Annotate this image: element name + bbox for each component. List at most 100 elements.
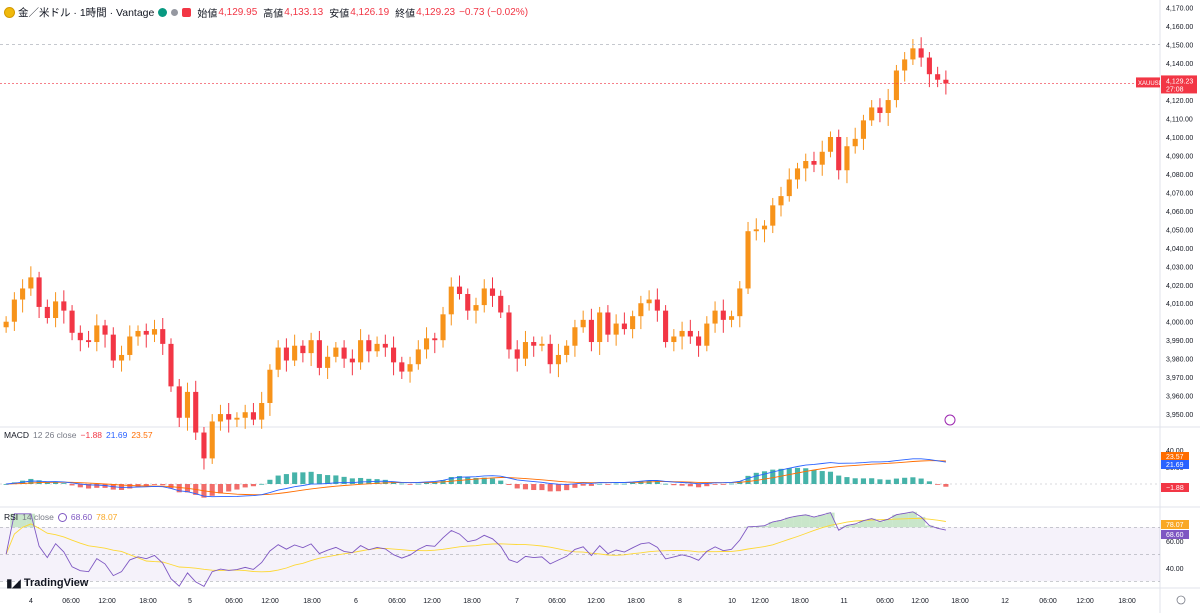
open-value: 4,129.95 <box>218 6 258 18</box>
candle-body <box>110 334 116 361</box>
macd-hist-bar <box>275 475 281 484</box>
macd-hist-bar <box>423 482 430 484</box>
time-tick-label: 4 <box>29 598 33 605</box>
candle-body <box>11 299 17 322</box>
candle-body <box>646 299 652 304</box>
candle-body <box>94 325 100 343</box>
rsi-legend[interactable]: RSI 14 close 68.60 78.07 <box>4 512 121 522</box>
macd-hist-bar <box>704 484 710 487</box>
tradingview-logo[interactable]: ▮◢ TradingView <box>6 576 88 590</box>
macd-hist-bar <box>522 484 529 490</box>
macd-legend[interactable]: MACD 12 26 close −1.88 21.69 23.57 <box>4 430 157 440</box>
macd-hist-bar <box>943 484 949 487</box>
macd-hist-bar <box>432 482 438 484</box>
time-tick-label: 18:00 <box>463 598 481 605</box>
macd-hist-bar <box>531 484 537 491</box>
candle-body <box>770 205 776 226</box>
candle-body <box>761 225 768 230</box>
candle-body <box>465 294 471 311</box>
candle-body <box>844 146 850 171</box>
time-tick-label: 12 <box>1001 598 1009 605</box>
close-label: 終値 <box>395 8 416 20</box>
macd-hist-bar <box>597 483 603 485</box>
price-tick-label: 4,070.00 <box>1166 190 1193 197</box>
price-tick-label: 3,970.00 <box>1166 375 1193 382</box>
macd-hist-bar <box>836 475 842 484</box>
symbol-tag-label: XAUUSD <box>1138 81 1164 87</box>
rsi-overbought-segment <box>867 518 876 528</box>
candles-group <box>3 37 949 470</box>
price-tick-label: 4,160.00 <box>1166 24 1193 31</box>
candle-body <box>366 340 372 352</box>
rsi-settings-icon[interactable] <box>57 512 67 522</box>
price-tag-value: 4,129.23 <box>1166 78 1193 85</box>
candle-body <box>663 310 669 343</box>
rsi-overbought-segment <box>809 516 819 528</box>
candle-body <box>597 312 603 343</box>
time-tick-label: 06:00 <box>548 598 566 605</box>
candle-body <box>242 412 248 418</box>
macd-hist-bar <box>885 479 891 484</box>
candle-body <box>869 107 875 121</box>
rsi-params: 14 close <box>22 512 54 522</box>
candle-body <box>432 338 438 341</box>
price-tick-label: 4,110.00 <box>1166 117 1193 124</box>
macd-hist-bar <box>893 478 899 484</box>
time-tick-label: 18:00 <box>791 598 809 605</box>
macd-hist-bar <box>226 484 232 492</box>
macd-hist-bar <box>399 483 405 485</box>
rsi-value-tag-label: 78.07 <box>1166 522 1184 529</box>
candle-body <box>572 327 578 346</box>
rsi-overbought-segment <box>18 513 27 528</box>
macd-hist-bar <box>580 484 586 486</box>
rsi-overbought-segment <box>768 521 777 528</box>
macd-hist-bar <box>407 484 413 485</box>
rsi-overbought-segment <box>875 521 885 528</box>
candle-body <box>728 316 735 320</box>
candle-body <box>358 340 364 363</box>
time-tick-label: 18:00 <box>951 598 969 605</box>
candle-body <box>836 136 842 171</box>
candle-body <box>605 312 611 335</box>
candle-body <box>201 432 207 459</box>
macd-value: 21.69 <box>106 430 128 440</box>
price-tick-label: 4,170.00 <box>1166 6 1193 13</box>
macd-hist-bar <box>415 483 421 485</box>
symbol-title[interactable]: 金／米ドル · 1時間 · Vantage <box>18 6 155 19</box>
macd-hist-bar <box>341 476 347 484</box>
candle-body <box>564 345 570 355</box>
macd-hist-bar <box>209 484 215 496</box>
candle-body <box>580 319 586 328</box>
price-tick-label: 4,150.00 <box>1166 43 1193 50</box>
time-tick-label: 12:00 <box>587 598 605 605</box>
macd-hist-bar <box>564 484 570 491</box>
macd-hist-bar <box>869 478 875 484</box>
candle-body <box>547 343 553 365</box>
macd-hist-bar <box>605 484 611 485</box>
candle-body <box>473 305 479 311</box>
high-value: 4,133.13 <box>284 6 324 18</box>
rsi-axis-60: 60.00 <box>1166 539 1184 546</box>
candle-body <box>671 336 677 343</box>
macd-hist-bar <box>143 484 149 487</box>
open-label: 始値 <box>197 8 218 20</box>
candle-body <box>184 391 191 418</box>
candle-body <box>498 295 504 313</box>
macd-hist-bar <box>696 484 702 488</box>
candle-body <box>217 414 224 422</box>
candle-body <box>522 342 529 359</box>
macd-hist-bar <box>811 469 817 484</box>
rsi-overbought-segment <box>851 524 860 528</box>
rsi-overbought-segment <box>776 520 786 528</box>
price-tag-countdown: 27:08 <box>1166 86 1184 93</box>
rsi-overbought-segment <box>760 525 769 528</box>
macd-value-tag <box>1161 483 1189 492</box>
candle-body <box>794 168 801 180</box>
time-tick-label: 12:00 <box>261 598 279 605</box>
price-tick-label: 4,020.00 <box>1166 283 1193 290</box>
candle-body <box>696 336 702 346</box>
candle-body <box>737 288 743 317</box>
candle-body <box>448 286 454 315</box>
change-value: −0.73 (−0.02%) <box>459 6 529 18</box>
